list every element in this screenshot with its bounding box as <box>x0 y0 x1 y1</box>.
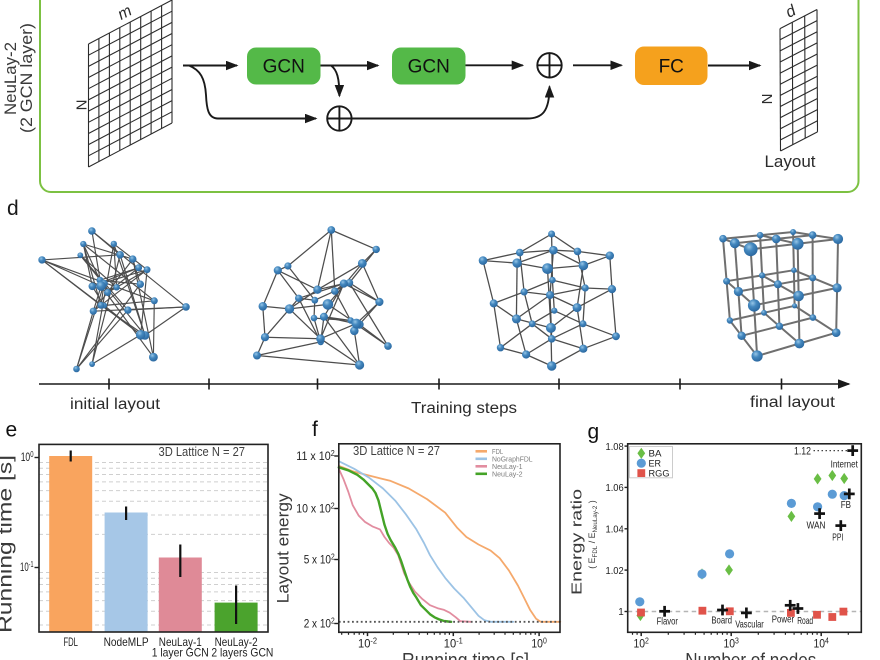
svg-text:10 x 102: 10 x 102 <box>296 501 335 516</box>
svg-text:Number of nodes: Number of nodes <box>685 651 816 660</box>
svg-text:2 x 102: 2 x 102 <box>304 616 335 631</box>
svg-text:ER: ER <box>649 459 662 470</box>
svg-text:initial layout: initial layout <box>70 396 161 413</box>
svg-text:RGG: RGG <box>649 468 670 479</box>
svg-text:Running time [s]: Running time [s] <box>0 455 17 633</box>
svg-text:Power: Power <box>772 614 795 626</box>
svg-text:NodeMLP: NodeMLP <box>104 636 149 649</box>
svg-text:d: d <box>7 197 19 220</box>
svg-text:BA: BA <box>649 449 663 460</box>
svg-text:Board: Board <box>711 615 732 627</box>
svg-text:NeuLay-2: NeuLay-2 <box>1 42 20 115</box>
svg-text:PPI: PPI <box>832 532 843 544</box>
svg-text:N: N <box>759 94 776 105</box>
svg-text:Internet: Internet <box>831 458 858 470</box>
svg-text:1.02: 1.02 <box>606 566 624 577</box>
svg-text:FDL: FDL <box>492 447 503 456</box>
svg-text:Flavor: Flavor <box>657 616 679 628</box>
svg-text:NeuLay-1: NeuLay-1 <box>492 462 523 471</box>
svg-text:GCN: GCN <box>263 57 305 78</box>
svg-text:NeuLay-2: NeuLay-2 <box>215 636 258 649</box>
svg-text:(2 GCN layer): (2 GCN layer) <box>17 23 36 133</box>
svg-text:Vascular: Vascular <box>735 618 764 630</box>
svg-text:3D Lattice N = 27: 3D Lattice N = 27 <box>353 443 440 458</box>
svg-text:Layout: Layout <box>764 152 815 171</box>
svg-text:NoGraphFDL: NoGraphFDL <box>492 454 533 463</box>
svg-text:N: N <box>74 100 91 111</box>
svg-text:FB: FB <box>841 499 851 511</box>
svg-text:1.08: 1.08 <box>606 442 624 453</box>
svg-text:Energy ratio: Energy ratio <box>569 489 586 595</box>
svg-text:NeuLay-2: NeuLay-2 <box>492 469 523 478</box>
svg-text:3D Lattice N = 27: 3D Lattice N = 27 <box>159 444 246 459</box>
svg-text:GCN: GCN <box>408 57 450 78</box>
svg-text:FC: FC <box>659 56 684 77</box>
svg-text:WAN: WAN <box>807 520 826 532</box>
svg-text:g: g <box>588 421 600 444</box>
svg-text:NeuLay-1: NeuLay-1 <box>159 636 202 649</box>
svg-text:2 layers GCN: 2 layers GCN <box>211 647 273 660</box>
svg-text:1: 1 <box>618 607 624 618</box>
svg-text:e: e <box>6 419 18 442</box>
svg-text:Running time [s]: Running time [s] <box>402 651 529 660</box>
svg-text:Road: Road <box>797 615 813 627</box>
svg-text:1.04: 1.04 <box>606 525 624 536</box>
svg-text:f: f <box>312 418 318 441</box>
svg-text:1.12: 1.12 <box>794 446 811 458</box>
svg-text:1.06: 1.06 <box>606 483 624 494</box>
svg-text:Training steps: Training steps <box>411 400 517 417</box>
svg-text:11 x 102: 11 x 102 <box>296 449 335 464</box>
svg-text:5 x 102: 5 x 102 <box>304 552 335 567</box>
svg-text:Layout energy: Layout energy <box>275 493 293 604</box>
svg-text:FDL: FDL <box>63 636 78 649</box>
svg-text:1 layer GCN: 1 layer GCN <box>152 647 209 660</box>
svg-text:final layout: final layout <box>750 394 836 411</box>
